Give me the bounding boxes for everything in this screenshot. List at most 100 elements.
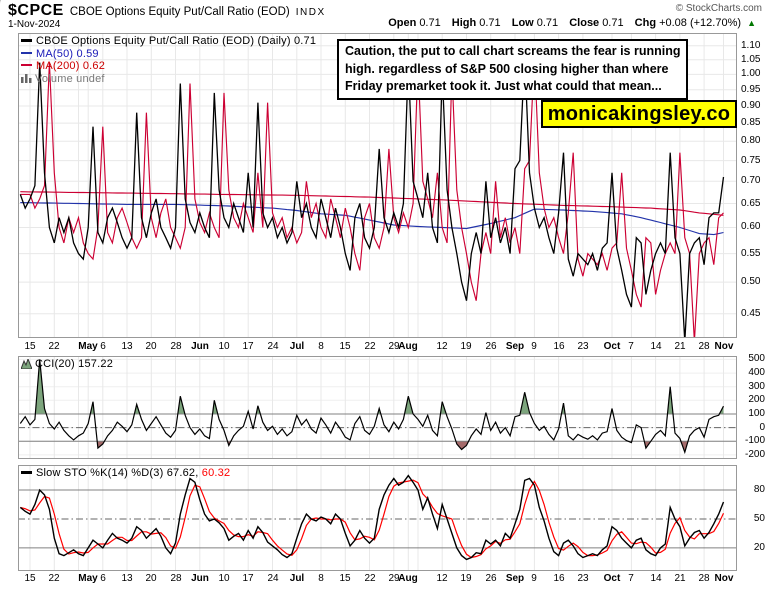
copyright: © StockCharts.com <box>675 3 762 14</box>
x-axis-label: 23 <box>577 573 589 584</box>
sto-legend: Slow STO %K(14) %D(3) 67.62, 60.32 <box>21 467 230 480</box>
x-axis-label: Jun <box>191 573 209 584</box>
price-line <box>19 54 725 338</box>
x-axis-label: Sep <box>505 341 525 352</box>
ohlc-row: Open 0.71 High 0.71 Low 0.71 Close 0.71 Chg +… <box>380 17 756 29</box>
x-axis-label: 24 <box>267 341 279 352</box>
x-axis-label: 21 <box>674 573 686 584</box>
y-axis-label: 20 <box>753 542 765 553</box>
watermark-label: monicakingsley.co <box>541 100 737 128</box>
main-price-chart <box>18 33 737 338</box>
x-axis-label: 22 <box>48 341 60 352</box>
y-axis-label: 400 <box>748 367 765 378</box>
x-axis-label: 14 <box>650 341 662 352</box>
x-axis-label: 21 <box>674 341 686 352</box>
volume-legend-label: Volume undef <box>35 72 105 85</box>
x-axis-label: Aug <box>398 341 418 352</box>
y-axis-label: 300 <box>748 381 765 392</box>
x-axis-label: 23 <box>577 341 589 352</box>
cci-legend: CCI(20) 157.22 <box>20 357 114 371</box>
sto-k-swatch <box>21 470 32 474</box>
x-axis-label: Sep <box>505 573 525 584</box>
y-axis-label: 1.00 <box>741 68 761 79</box>
x-axis-label: 20 <box>145 573 157 584</box>
x-axis-label: Aug <box>398 573 418 584</box>
sto-k-line <box>19 474 725 561</box>
chart-header: $CPCE CBOE Options Equity Put/Call Ratio … <box>8 2 326 20</box>
y-axis-label: 0.90 <box>741 100 761 111</box>
y-axis-label: 0.95 <box>741 84 761 95</box>
y-axis-label: 0.70 <box>741 175 761 186</box>
cci-line <box>19 359 725 455</box>
x-axis-row-main: 15 22 May 6 13 20 28 Jun 10 17 24 Jul 8 15 22 29 Aug 12 19… <box>0 341 770 354</box>
x-axis-label: 15 <box>339 341 351 352</box>
y-axis-label: 0.55 <box>741 248 761 259</box>
cci-area-icon <box>20 357 33 370</box>
high-label: High <box>451 17 477 29</box>
annotation-line: high. regardless of S&P 500 closing high… <box>345 61 669 76</box>
y-axis-label: 0.85 <box>741 117 761 128</box>
x-axis-label: 6 <box>100 573 106 584</box>
ma200-legend-label: MA(200) 0.62 <box>36 60 106 72</box>
x-axis-label: 15 <box>339 573 351 584</box>
x-axis-label: 14 <box>650 573 662 584</box>
y-axis-label: 0.65 <box>741 198 761 209</box>
x-axis-label: 12 <box>436 341 448 352</box>
x-axis-label: 28 <box>170 341 182 352</box>
annotation-line: Friday premarket took it. Just what coul… <box>345 79 662 93</box>
ma50-legend-label: MA(50) 0.59 <box>36 47 99 60</box>
annotation-line: Caution, the put to call chart screams t… <box>345 44 681 58</box>
x-axis-label: 7 <box>628 573 634 584</box>
page-title: CBOE Options Equity Put/Call Ratio (EOD) <box>69 6 290 18</box>
close-value: 0.71 <box>602 17 624 29</box>
sto-legend-black: Slow STO %K(14) %D(3) 67.62, <box>36 467 199 479</box>
x-axis-label: 17 <box>242 573 254 584</box>
x-axis-label: 19 <box>460 341 472 352</box>
y-axis-label: -200 <box>744 449 765 460</box>
x-axis-label: 22 <box>364 341 376 352</box>
symbol: $CPCE <box>8 2 64 19</box>
x-axis-label: Jun <box>191 341 209 352</box>
x-axis-label: 26 <box>485 341 497 352</box>
low-value: 0.71 <box>536 17 559 29</box>
price-legend-label: CBOE Options Equity Put/Call Ratio (EOD)… <box>36 35 317 47</box>
sto-legend-red: 60.32 <box>201 467 231 479</box>
exchange-label: INDX <box>295 7 326 18</box>
x-axis-label: 22 <box>364 573 376 584</box>
y-axis-label: 500 <box>748 353 765 364</box>
x-axis-label: May <box>78 341 98 352</box>
x-axis-label: 13 <box>121 573 133 584</box>
y-axis-label: 0.80 <box>741 135 761 146</box>
x-axis-label: 19 <box>460 573 472 584</box>
cci-panel-chart <box>18 356 737 459</box>
high-value: 0.71 <box>479 17 501 29</box>
x-axis-label: 15 <box>24 341 36 352</box>
price-swatch <box>21 38 32 42</box>
x-axis-label: 9 <box>531 341 537 352</box>
y-axis-label: 50 <box>753 513 765 524</box>
x-axis-label: 10 <box>218 341 230 352</box>
x-axis-label: 22 <box>48 573 60 584</box>
x-axis-label: 28 <box>698 341 710 352</box>
x-axis-label: 16 <box>553 573 565 584</box>
x-axis-label: Oct <box>603 573 621 584</box>
price_lag-line <box>20 54 724 338</box>
stochastic-panel-chart <box>18 465 737 571</box>
x-axis-label: 28 <box>698 573 710 584</box>
x-axis-label: Oct <box>603 341 621 352</box>
y-axis-label: 0.45 <box>741 308 761 319</box>
y-axis-label: 80 <box>753 484 765 495</box>
x-axis-label: 13 <box>121 341 133 352</box>
y-axis-label: 200 <box>748 394 765 405</box>
x-axis-label: Jul <box>289 341 305 352</box>
y-axis-label: 0 <box>759 422 765 433</box>
chg-value: +0.08 (+12.70%) <box>659 17 742 29</box>
low-label: Low <box>511 17 534 29</box>
x-axis-label: 7 <box>628 341 634 352</box>
x-axis-label: Jul <box>289 573 305 584</box>
x-axis-label: 6 <box>100 341 106 352</box>
cci-legend-label: CCI(20) 157.22 <box>35 358 114 370</box>
x-axis-label: 20 <box>145 341 157 352</box>
x-axis-label: Nov <box>714 341 734 352</box>
